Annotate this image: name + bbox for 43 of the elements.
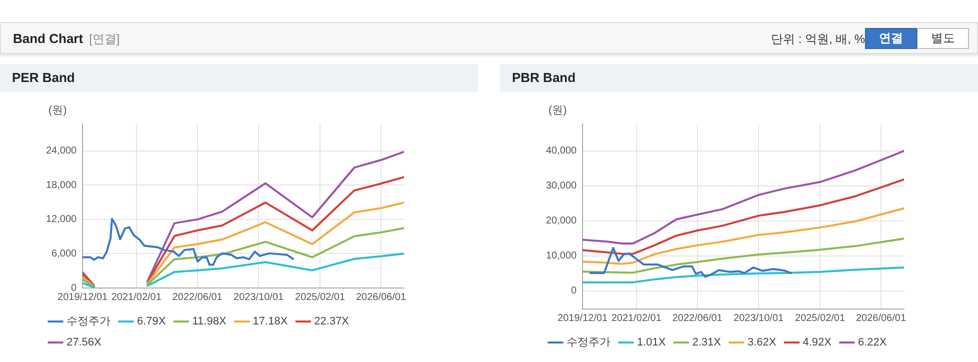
y-axis-title: (원) <box>548 104 567 117</box>
x-tick-label: 2021/02/01 <box>611 312 662 324</box>
y-tick-label: 6,000 <box>52 248 78 260</box>
chart-title: PBR Band <box>500 64 978 92</box>
legend-label: 수정주가 <box>66 316 110 328</box>
x-tick-label: 2025/02/01 <box>795 312 846 324</box>
x-tick-label: 2026/06/01 <box>356 292 406 303</box>
x-tick-label: 2022/06/01 <box>672 312 723 324</box>
x-tick-label: 2026/06/01 <box>856 312 906 324</box>
y-tick-label: 18,000 <box>46 180 78 191</box>
y-tick-label: 20,000 <box>546 216 578 227</box>
legend-label: 4.92X <box>802 336 832 349</box>
x-tick-label: 2025/02/01 <box>295 292 346 303</box>
y-tick-label: 10,000 <box>546 250 578 262</box>
x-tick-label: 2023/10/01 <box>734 312 784 324</box>
legend-label: 6.79X <box>137 316 166 328</box>
chart-title: PER Band <box>0 64 478 92</box>
y-tick-label: 12,000 <box>46 214 78 226</box>
x-tick-label: 2021/02/01 <box>111 292 162 303</box>
legend-label: 17.18X <box>252 316 288 328</box>
x-tick-label: 2019/12/01 <box>558 312 608 324</box>
toggle-button: 별도 <box>917 28 969 49</box>
legend-label: 수정주가 <box>566 336 610 349</box>
x-tick-label: 2022/06/01 <box>172 292 223 303</box>
text: Band Chart <box>13 31 84 46</box>
y-tick-label: 30,000 <box>546 180 578 192</box>
legend-label: 11.98X <box>192 316 227 328</box>
text: [연결] <box>89 32 120 46</box>
legend-label: 2.31X <box>692 336 722 349</box>
legend-label: 27.56X <box>66 336 102 349</box>
legend-label: 6.22X <box>858 336 888 349</box>
y-tick-label: 24,000 <box>46 146 78 157</box>
y-tick-label: 40,000 <box>546 146 578 157</box>
legend-label: 1.01X <box>637 336 666 349</box>
x-tick-label: 2023/10/01 <box>234 292 284 303</box>
x-tick-label: 2019/12/01 <box>58 292 108 303</box>
legend-label: 22.37X <box>314 316 350 328</box>
y-tick-label: 0 <box>571 286 578 297</box>
y-axis-title: (원) <box>48 104 67 117</box>
y-tick-label: 0 <box>71 282 78 294</box>
text: 단위 : 억원, 배, % <box>770 31 865 48</box>
toggle-button: 연결 <box>865 28 917 49</box>
legend-label: 3.62X <box>747 336 777 349</box>
